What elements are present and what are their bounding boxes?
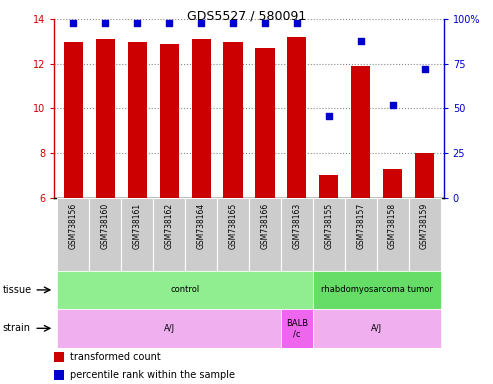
Bar xyxy=(415,153,434,198)
Bar xyxy=(255,48,275,198)
Text: GSM738159: GSM738159 xyxy=(420,203,429,249)
Text: GSM738165: GSM738165 xyxy=(228,203,238,249)
Bar xyxy=(54,370,64,380)
Bar xyxy=(377,198,409,271)
Point xyxy=(165,20,173,26)
Point xyxy=(197,20,205,26)
Text: GSM738164: GSM738164 xyxy=(197,203,206,249)
Text: A/J: A/J xyxy=(164,324,175,333)
Bar xyxy=(383,169,402,198)
Bar xyxy=(249,198,281,271)
Bar xyxy=(96,39,115,198)
Text: GSM738157: GSM738157 xyxy=(356,203,365,249)
Text: GSM738158: GSM738158 xyxy=(388,203,397,249)
Bar xyxy=(351,66,370,198)
Bar xyxy=(281,309,313,348)
Text: A/J: A/J xyxy=(371,324,382,333)
Point xyxy=(70,20,77,26)
Point xyxy=(421,66,428,72)
Bar xyxy=(185,198,217,271)
Bar xyxy=(217,198,249,271)
Bar xyxy=(345,198,377,271)
Bar xyxy=(313,309,441,348)
Bar xyxy=(160,44,179,198)
Bar xyxy=(223,41,243,198)
Text: rhabdomyosarcoma tumor: rhabdomyosarcoma tumor xyxy=(321,285,432,295)
Point xyxy=(357,38,365,44)
Point xyxy=(261,20,269,26)
Bar xyxy=(287,37,307,198)
Text: GSM738163: GSM738163 xyxy=(292,203,301,249)
Point xyxy=(325,113,333,119)
Point xyxy=(388,102,396,108)
Bar xyxy=(89,198,121,271)
Text: GDS5527 / 580091: GDS5527 / 580091 xyxy=(187,10,306,23)
Bar xyxy=(128,41,147,198)
Bar xyxy=(153,198,185,271)
Bar xyxy=(313,271,441,309)
Text: GSM738156: GSM738156 xyxy=(69,203,78,249)
Text: strain: strain xyxy=(2,323,31,333)
Bar xyxy=(121,198,153,271)
Bar xyxy=(57,271,313,309)
Text: percentile rank within the sample: percentile rank within the sample xyxy=(70,370,235,380)
Point xyxy=(133,20,141,26)
Bar xyxy=(319,175,338,198)
Text: transformed count: transformed count xyxy=(70,352,161,362)
Text: GSM738161: GSM738161 xyxy=(133,203,141,249)
Bar xyxy=(54,352,64,362)
Point xyxy=(102,20,109,26)
Text: BALB
/c: BALB /c xyxy=(286,319,308,338)
Point xyxy=(229,20,237,26)
Bar xyxy=(409,198,441,271)
Text: GSM738155: GSM738155 xyxy=(324,203,333,249)
Bar xyxy=(313,198,345,271)
Text: tissue: tissue xyxy=(2,285,32,295)
Bar xyxy=(57,198,89,271)
Text: GSM738160: GSM738160 xyxy=(101,203,110,249)
Bar xyxy=(57,309,281,348)
Bar xyxy=(191,39,211,198)
Text: GSM738166: GSM738166 xyxy=(260,203,270,249)
Bar xyxy=(64,41,83,198)
Text: GSM738162: GSM738162 xyxy=(165,203,174,249)
Text: control: control xyxy=(171,285,200,295)
Point xyxy=(293,20,301,26)
Bar xyxy=(281,198,313,271)
